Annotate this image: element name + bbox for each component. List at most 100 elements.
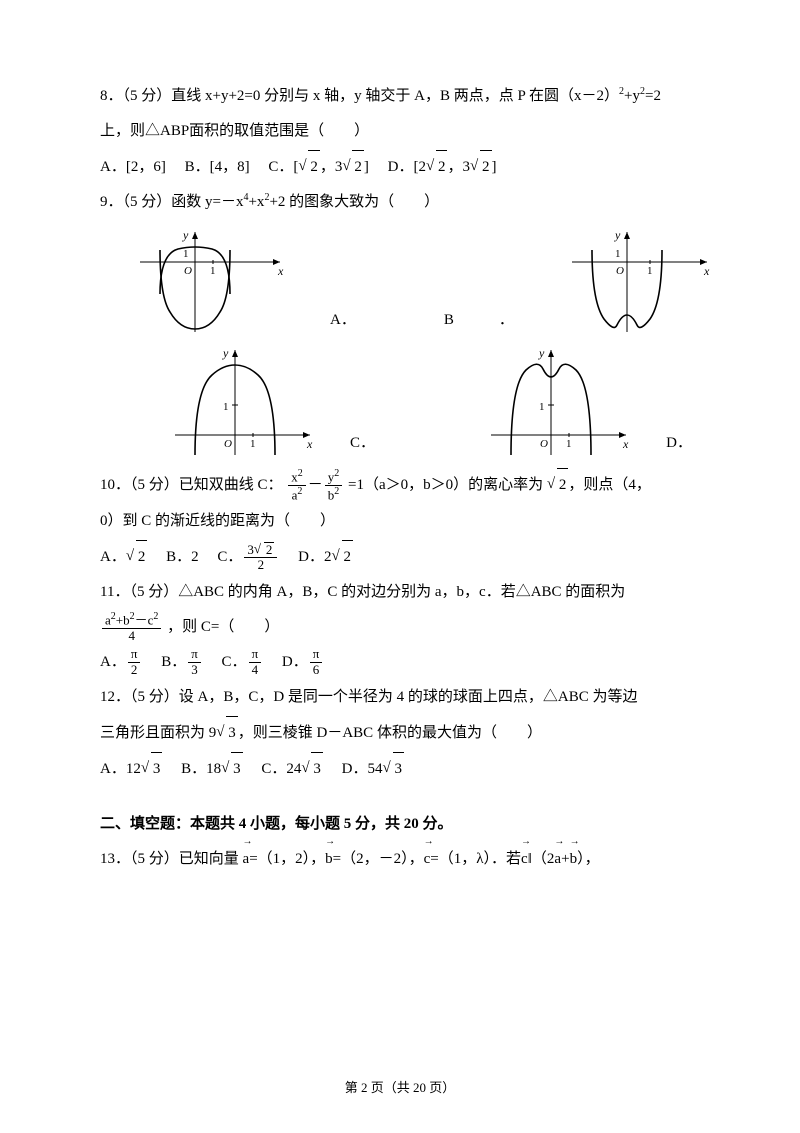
sqrt-icon: 2	[342, 150, 364, 184]
page-footer: 第 2 页（共 20 页）	[0, 1074, 800, 1103]
q10-a: A．	[100, 549, 126, 565]
q10-text-b: =1（a＞0，b＞0）的离心率为	[348, 477, 547, 493]
q8-opt-b: B．[4，8]	[185, 159, 250, 175]
q11-text-b: ，则 C=（ ）	[167, 619, 279, 635]
svg-text:y: y	[614, 228, 621, 242]
q13-text-a: 13．（5 分）已知向量	[100, 851, 243, 867]
svg-text:x: x	[306, 437, 313, 451]
vector-b-icon: b	[325, 843, 333, 876]
q10-text-c: ，则点（4，	[568, 477, 651, 493]
q9-opt-a: A．	[330, 304, 356, 337]
frac-3sqrt2-2: 322	[244, 542, 277, 573]
q11-b: B．	[161, 654, 186, 670]
svg-text:O: O	[540, 438, 548, 450]
q9-text-c: +2 的图象大致为（ ）	[269, 194, 439, 210]
q8-opt-c-mid: ，3	[320, 159, 343, 175]
q9-graph-d-wrap: x y O 1 1	[476, 345, 636, 460]
section-2-title: 二、填空题：本题共 4 小题，每小题 5 分，共 20 分。	[100, 808, 700, 841]
q10-d: D．2	[298, 549, 331, 565]
q8-opt-c-end: ]	[364, 159, 369, 175]
q8-options: A．[2，6] B．[4，8] C．[2，32] D．[22，32]	[100, 150, 700, 184]
q12-c: C．24	[261, 761, 301, 777]
q9-graphs-row1: x y O 1 1 A． B ． x y O 1 1	[120, 227, 700, 337]
frac-pi2: π2	[128, 647, 141, 677]
q10-line1: 10．（5 分）已知双曲线 C： x2a2－y2b2 =1（a＞0，b＞0）的离…	[100, 468, 700, 503]
q8-stem-b: +y	[624, 88, 640, 104]
frac-pi6: π6	[310, 647, 323, 677]
svg-text:y: y	[538, 346, 545, 360]
svg-text:1: 1	[223, 401, 229, 413]
q8-opt-d-mid: ，3	[447, 159, 470, 175]
q8-line2: 上，则△ABP面积的取值范围是（ ）	[100, 115, 700, 148]
sqrt-icon: 2	[547, 468, 569, 502]
gap	[100, 788, 700, 808]
frac-pi3: π3	[188, 647, 201, 677]
q10-c: C．	[217, 549, 242, 565]
vector-a-icon: a	[243, 843, 250, 876]
q9-opt-c: C．	[350, 427, 375, 460]
q8-line1: 8．（5 分）直线 x+y+2=0 分别与 x 轴，y 轴交于 A，B 两点，点…	[100, 80, 700, 113]
q12-a: A．12	[100, 761, 141, 777]
sqrt-icon: 3	[383, 752, 405, 786]
sqrt-icon: 2	[254, 542, 275, 557]
svg-text:x: x	[277, 264, 284, 278]
q8-opt-a: A．[2，6]	[100, 159, 166, 175]
graph-c-icon: x y O 1 1	[160, 345, 320, 460]
graph-d-icon: x y O 1 1	[476, 345, 636, 460]
sqrt-icon: 3	[221, 752, 243, 786]
q12-b: B．18	[181, 761, 221, 777]
q8-stem-c: =2	[645, 88, 661, 104]
q13-eqa: =（1，2），	[249, 851, 325, 867]
q9-graph-a-wrap: x y O 1 1	[120, 227, 290, 337]
q13-eqc: =（1，λ）．若	[430, 851, 521, 867]
frac-pi4: π4	[249, 647, 262, 677]
q9-graphs-row2: x y O 1 1 C． x y O 1 1 D．	[160, 345, 700, 460]
vector-a2-icon: a	[554, 843, 561, 876]
svg-text:1: 1	[210, 265, 216, 277]
q9-text-a: 9．（5 分）函数 y=－x	[100, 194, 243, 210]
svg-text:1: 1	[566, 438, 572, 450]
q10-text-a: 10．（5 分）已知双曲线 C：	[100, 477, 283, 493]
q10-b: B．2	[166, 549, 199, 565]
svg-text:O: O	[224, 438, 232, 450]
q12-line2: 三角形且面积为 93，则三棱锥 D－ABC 体积的最大值为（ ）	[100, 716, 700, 750]
sqrt-icon: 2	[470, 150, 492, 184]
sqrt-icon: 3	[216, 716, 238, 750]
sqrt-icon: 2	[126, 540, 148, 574]
frac-x2a2: x2a2	[288, 468, 306, 502]
svg-text:y: y	[222, 346, 229, 360]
q10-line2: 0）到 C 的渐近线的距离为（ ）	[100, 505, 700, 538]
frac-y2b2: y2b2	[325, 468, 343, 502]
q12-text-b: ，则三棱锥 D－ABC 体积的最大值为（ ）	[238, 725, 542, 741]
sqrt-icon: 2	[298, 150, 320, 184]
q11-line2: a2+b2－c24 ，则 C=（ ）	[100, 611, 700, 644]
q11-line1: 11．（5 分）△ABC 的内角 A，B，C 的对边分别为 a，b，c．若△AB…	[100, 576, 700, 609]
q8-stem-a: 8．（5 分）直线 x+y+2=0 分别与 x 轴，y 轴交于 A，B 两点，点…	[100, 88, 619, 104]
vector-c2-icon: c	[521, 843, 528, 876]
svg-text:1: 1	[647, 265, 653, 277]
frac-abc: a2+b2－c24	[102, 611, 161, 643]
q9-stem: 9．（5 分）函数 y=－x4+x2+2 的图象大致为（ ）	[100, 186, 700, 219]
q8-opt-d-pre: D．[2	[388, 159, 426, 175]
q9-text-b: +x	[248, 194, 264, 210]
q11-d: D．	[282, 654, 308, 670]
graph-a-icon: x y O 1 1	[120, 227, 290, 337]
q13-plus: +	[561, 851, 569, 867]
q9-graph-c-wrap: x y O 1 1	[160, 345, 320, 460]
q10-options: A．2 B．2 C．322 D．22	[100, 540, 700, 574]
q9-opt-d: D．	[666, 427, 692, 460]
q13-line1: 13．（5 分）已知向量 a=（1，2），b=（2，－2），c=（1，λ）．若c…	[100, 843, 700, 876]
q13-eqb: =（2，－2），	[333, 851, 424, 867]
q9-opt-b: B ．	[444, 304, 514, 337]
q8-opt-d-end: ]	[492, 159, 497, 175]
svg-text:y: y	[182, 228, 189, 242]
svg-text:O: O	[616, 265, 624, 277]
graph-b-icon: x y O 1 1	[562, 227, 712, 337]
q12-options: A．123 B．183 C．243 D．543	[100, 752, 700, 786]
q12-d: D．54	[342, 761, 383, 777]
sqrt-icon: 3	[141, 752, 163, 786]
q13-end: ），	[577, 851, 600, 867]
vector-c-icon: c	[424, 843, 431, 876]
q11-a: A．	[100, 654, 126, 670]
sqrt-icon: 2	[332, 540, 354, 574]
